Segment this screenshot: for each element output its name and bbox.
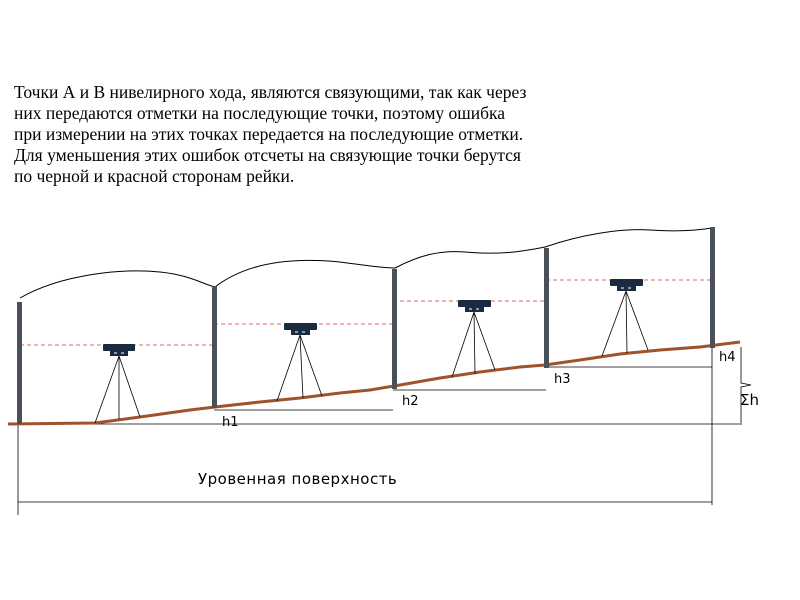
description-paragraph: Точки А и В нивелирного хода, являются с… bbox=[14, 82, 714, 187]
staff-3 bbox=[392, 269, 397, 389]
staff-1 bbox=[17, 302, 22, 424]
level-surface-label: Уровенная поверхность bbox=[198, 470, 397, 488]
sum-height-label: Σh bbox=[740, 391, 759, 409]
sight-lines bbox=[20, 279, 712, 346]
staff-5 bbox=[710, 227, 715, 348]
level-surface-dimension bbox=[17, 347, 713, 515]
description-line-5: по черной и красной сторонам рейки. bbox=[14, 166, 295, 186]
height-label-h2: h2 bbox=[402, 394, 419, 409]
ground-line bbox=[7, 340, 741, 426]
level-instrument-4 bbox=[601, 279, 649, 357]
description-line-3: при измерении на этих точках передается … bbox=[14, 124, 524, 144]
height-reference-lines bbox=[20, 366, 740, 425]
terrain-profile bbox=[19, 227, 713, 299]
level-instrument-2 bbox=[276, 323, 323, 402]
height-label-h1: h1 bbox=[222, 415, 239, 430]
level-instrument-3 bbox=[451, 300, 496, 378]
description-line-2: них передаются отметки на последующие то… bbox=[14, 103, 506, 123]
description-line-4: Для уменьшения этих ошибок отсчеты на св… bbox=[14, 145, 521, 165]
description-line-1: Точки А и В нивелирного хода, являются с… bbox=[14, 82, 527, 102]
level-instrument-1 bbox=[94, 344, 141, 424]
height-label-h4: h4 bbox=[719, 350, 736, 365]
staff-2 bbox=[212, 286, 217, 408]
staff-4 bbox=[544, 248, 549, 368]
sum-bracket bbox=[740, 347, 752, 425]
height-label-h3: h3 bbox=[554, 372, 571, 387]
leveling-staffs bbox=[17, 227, 715, 424]
